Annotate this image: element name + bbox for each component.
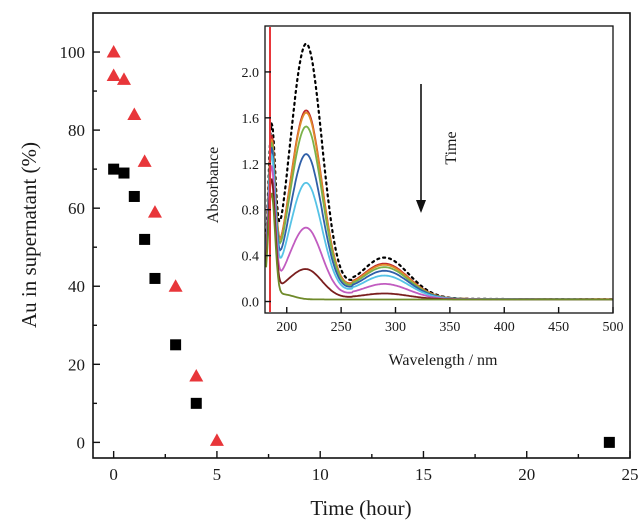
triangle-marker [137,154,152,167]
inset-x-axis-label: Wavelength / nm [389,352,498,369]
main-y-tick-label: 40 [68,277,85,296]
square-marker [139,233,151,245]
main-y-axis-label: Au in supernatant (%) [17,142,41,328]
square-marker [128,190,140,202]
main-x-tick-label: 0 [109,465,118,484]
triangle-marker [147,205,162,218]
square-marker [118,167,130,179]
inset-y-tick-label: 0.8 [242,204,260,219]
main-x-tick-label: 5 [213,465,222,484]
square-marker [149,272,161,284]
inset-x-tick-label: 400 [494,320,515,335]
main-plot-frame [92,12,631,459]
square-marker [108,163,120,175]
triangle-marker [209,433,224,446]
inset-x-tick-label: 300 [385,320,406,335]
square-marker [190,397,202,409]
inset-y-tick-label: 0.0 [242,296,260,311]
main-y-tick-label: 80 [68,121,85,140]
triangle-marker [127,107,142,120]
inset-x-tick-label: 500 [603,320,624,335]
inset-y-axis-label: Absorbance [205,147,222,223]
main-x-axis-label: Time (hour) [310,496,411,520]
inset-x-tick-label: 350 [439,320,460,335]
main-y-tick-label: 0 [77,433,86,452]
main-y-tick-label: 100 [60,43,86,62]
inset-y-tick-label: 1.6 [242,112,260,127]
triangle-marker [116,72,131,85]
main-y-tick-label: 20 [68,355,85,374]
main-y-tick-label: 60 [68,199,85,218]
square-marker [603,436,615,448]
main-data-points [106,45,615,448]
triangle-marker [106,45,121,58]
triangle-marker [189,369,204,382]
inset-background [265,26,613,313]
inset-chart: 200 250 300 350 400 450 5000.00.40.81.21.62.0 … [205,25,624,369]
inset-x-tick-label: 250 [331,320,352,335]
time-arrow-head [416,200,426,213]
inset-spectra [265,27,615,312]
spectrum-line [265,192,613,301]
inset-x-tick-label: 200 [276,320,297,335]
main-x-tick-label: 20 [518,465,535,484]
triangle-marker [168,279,183,292]
main-x-tick-label: 10 [312,465,329,484]
main-x-tick-label: 25 [622,465,639,484]
square-marker [170,339,182,351]
inset-plot-frame [264,25,614,314]
inset-y-tick-label: 0.4 [242,250,260,265]
inset-y-tick-label: 1.2 [242,158,260,173]
inset-y-tick-label: 2.0 [242,66,260,81]
time-annotation: Time [443,131,460,164]
inset-axis-ticks: 200 250 300 350 400 450 500 0.0 0.4 0.8 1.2 1.6 2.0 [242,66,624,335]
triangle-marker [106,68,121,81]
inset-x-tick-label: 450 [548,320,569,335]
main-x-tick-label: 15 [415,465,432,484]
